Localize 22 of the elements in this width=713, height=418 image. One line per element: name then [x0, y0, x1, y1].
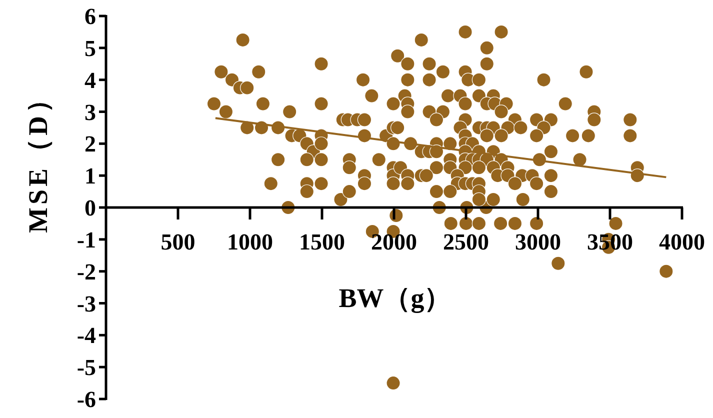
y-tick-label: 0: [84, 196, 96, 220]
x-tick-label: 1500: [299, 230, 345, 254]
x-tick-label: 500: [160, 230, 196, 254]
y-tick-label: 3: [84, 100, 96, 125]
x-tick-label: 4000: [659, 230, 705, 254]
y-tick-label: 1: [84, 164, 96, 189]
x-tick-label: 2000: [371, 230, 417, 254]
x-tick-label: 3000: [515, 230, 561, 254]
y-tick-label: -5: [76, 355, 96, 380]
x-tick-label: 1000: [227, 230, 273, 254]
y-tick-label: 5: [84, 36, 96, 61]
y-tick-label: -2: [76, 259, 96, 284]
y-tick-label: -3: [76, 291, 96, 316]
y-tick-label: -1: [76, 227, 96, 252]
x-axis-title: BW（g）: [338, 283, 452, 313]
y-tick-label: 4: [84, 68, 96, 93]
y-axis-title: MSE（D）: [23, 82, 53, 234]
y-tick-label: -6: [76, 387, 96, 412]
y-tick-label: 6: [84, 4, 96, 29]
y-tick-label: 2: [84, 132, 96, 157]
x-tick-label: 2500: [443, 230, 489, 254]
y-tick-label: -4: [76, 323, 96, 348]
